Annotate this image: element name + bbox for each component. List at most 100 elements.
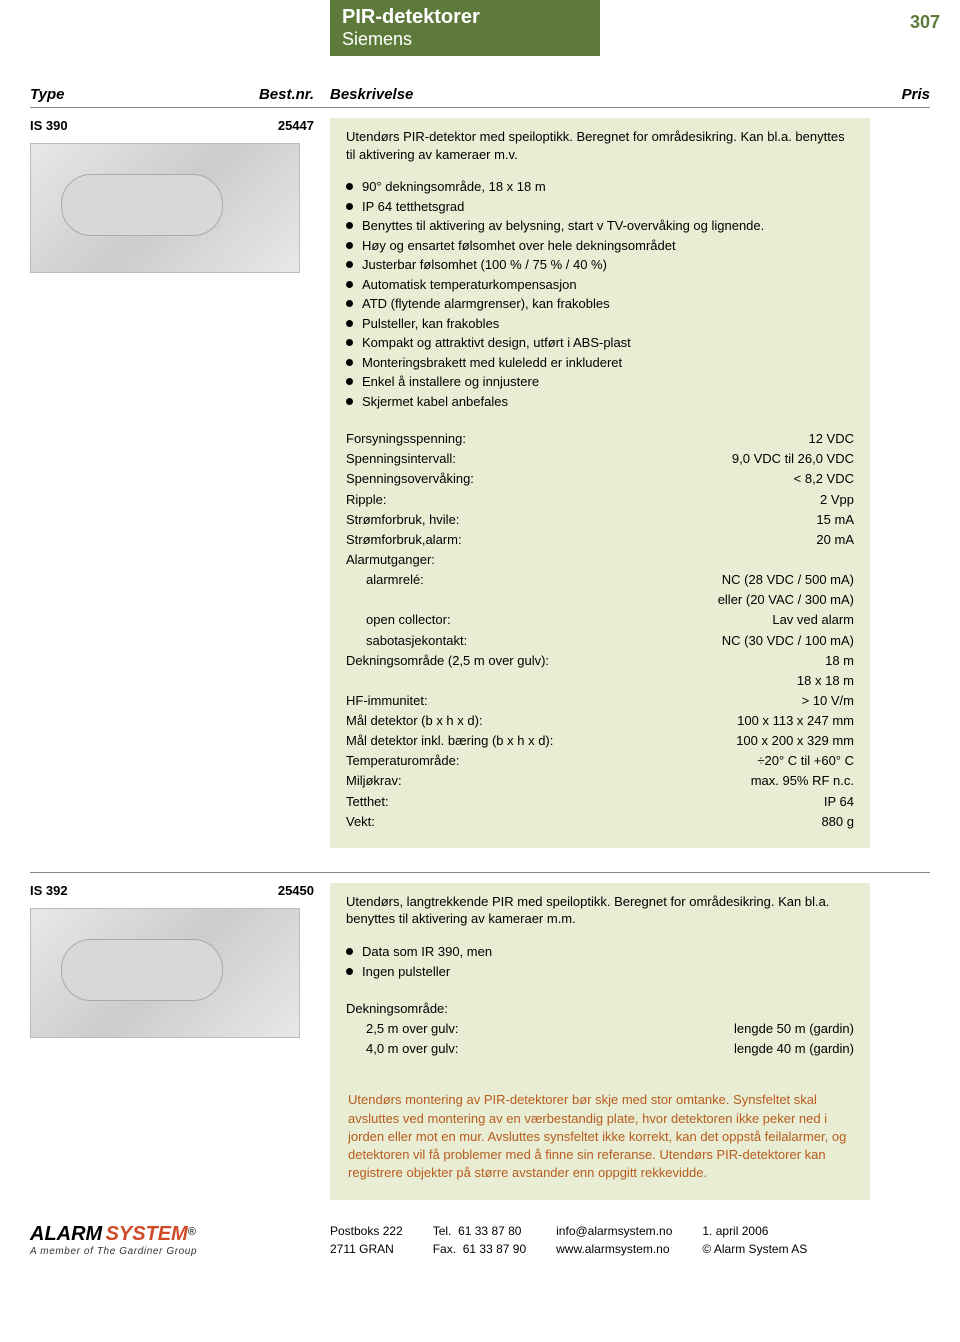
col-type: Type: [30, 86, 200, 103]
spec-row: Mål detektor inkl. bæring (b x h x d):10…: [346, 731, 854, 751]
spec-value: < 8,2 VDC: [794, 469, 854, 489]
spec-label: 2,5 m over gulv:: [346, 1019, 734, 1039]
logo-tagline: A member of The Gardiner Group: [30, 1246, 330, 1257]
spec-label: Forsyningsspenning:: [346, 429, 808, 449]
spec-label: Temperaturområde:: [346, 751, 757, 771]
spec-row: 2,5 m over gulv:lengde 50 m (gardin): [346, 1019, 854, 1039]
bullet-list: Data som IR 390, menIngen pulsteller: [346, 942, 854, 981]
footer-phone: Tel. 61 33 87 80 Fax. 61 33 87 90: [433, 1222, 526, 1258]
product-intro: Utendørs PIR-detektor med speiloptikk. B…: [346, 128, 854, 163]
spec-label: sabotasjekontakt:: [346, 631, 722, 651]
spec-value: NC (30 VDC / 100 mA): [722, 631, 854, 651]
bullet-item: Monteringsbrakett med kuleledd er inklud…: [346, 353, 854, 373]
logo-text-2: SYSTEM: [106, 1223, 188, 1245]
spec-row: open collector:Lav ved alarm: [346, 610, 854, 630]
spec-value: 100 x 113 x 247 mm: [737, 711, 854, 731]
bullet-item: Enkel å installere og innjustere: [346, 372, 854, 392]
logo-text-1: ALARM: [30, 1223, 102, 1245]
spec-label: Mål detektor (b x h x d):: [346, 711, 737, 731]
spec-label: Dekningsområde:: [346, 999, 854, 1019]
bullet-item: Benyttes til aktivering av belysning, st…: [346, 216, 854, 236]
spec-row: Dekningsområde (2,5 m over gulv):18 m: [346, 651, 854, 671]
spec-label: Spenningsintervall:: [346, 449, 732, 469]
bullet-item: Høy og ensartet følsomhet over hele dekn…: [346, 236, 854, 256]
spec-label: HF-immunitet:: [346, 691, 802, 711]
spec-row: eller (20 VAC / 300 mA): [346, 590, 854, 610]
spec-label: Ripple:: [346, 490, 820, 510]
product-description: Utendørs, langtrekkende PIR med speilopt…: [330, 883, 870, 1200]
logo-block: ALARM SYSTEM® A member of The Gardiner G…: [30, 1223, 330, 1257]
spec-row: Strømforbruk,alarm:20 mA: [346, 530, 854, 550]
bullet-item: Kompakt og attraktivt design, utført i A…: [346, 333, 854, 353]
spec-row: Vekt:880 g: [346, 812, 854, 832]
spec-label: Dekningsområde (2,5 m over gulv):: [346, 651, 825, 671]
spec-value: > 10 V/m: [802, 691, 854, 711]
spec-row: Strømforbruk, hvile:15 mA: [346, 510, 854, 530]
col-beskrivelse: Beskrivelse: [330, 86, 870, 103]
col-bestnr: Best.nr.: [200, 86, 330, 103]
product-type: IS 392: [30, 883, 200, 898]
spec-label: 4,0 m over gulv:: [346, 1039, 734, 1059]
footer-meta: 1. april 2006 © Alarm System AS: [702, 1222, 807, 1258]
bullet-item: Pulsteller, kan frakobles: [346, 314, 854, 334]
spec-label: Spenningsovervåking:: [346, 469, 794, 489]
bullet-item: Skjermet kabel anbefales: [346, 392, 854, 412]
spec-value: 15 mA: [816, 510, 854, 530]
spec-value: IP 64: [824, 792, 854, 812]
product-type: IS 390: [30, 118, 200, 133]
product-intro: Utendørs, langtrekkende PIR med speilopt…: [346, 893, 854, 928]
product-description: Utendørs PIR-detektor med speiloptikk. B…: [330, 118, 870, 848]
category-title: PIR-detektorer: [342, 6, 588, 29]
warning-note: Utendørs montering av PIR-detektorer bør…: [346, 1089, 854, 1184]
spec-value: 9,0 VDC til 26,0 VDC: [732, 449, 854, 469]
spec-label: open collector:: [346, 610, 772, 630]
spec-value: NC (28 VDC / 500 mA): [722, 570, 854, 590]
spec-value: 18 x 18 m: [797, 671, 854, 691]
spec-row: Temperaturområde:÷20° C til +60° C: [346, 751, 854, 771]
spec-value: ÷20° C til +60° C: [757, 751, 854, 771]
separator: [30, 872, 930, 873]
bullet-item: IP 64 tetthetsgrad: [346, 197, 854, 217]
spec-label: Strømforbruk, hvile:: [346, 510, 816, 530]
spec-row: Spenningsintervall:9,0 VDC til 26,0 VDC: [346, 449, 854, 469]
spec-row: Dekningsområde:: [346, 999, 854, 1019]
product-row: IS 392 25450 Utendørs, langtrekkende PIR…: [30, 877, 930, 1200]
spec-value: eller (20 VAC / 300 mA): [718, 590, 854, 610]
spec-label: Mål detektor inkl. bæring (b x h x d):: [346, 731, 736, 751]
spec-label: Miljøkrav:: [346, 771, 751, 791]
spec-value: 100 x 200 x 329 mm: [736, 731, 854, 751]
category-subtitle: Siemens: [342, 29, 588, 50]
product-image: [30, 143, 300, 273]
spec-value: lengde 40 m (gardin): [734, 1039, 854, 1059]
bullet-item: Justerbar følsomhet (100 % / 75 % / 40 %…: [346, 255, 854, 275]
footer-address: Postboks 222 2711 GRAN: [330, 1222, 403, 1258]
bullet-item: Ingen pulsteller: [346, 962, 854, 982]
spec-row: Alarmutganger:: [346, 550, 854, 570]
spec-row: HF-immunitet:> 10 V/m: [346, 691, 854, 711]
spec-row: Forsyningsspenning:12 VDC: [346, 429, 854, 449]
bullet-item: Data som IR 390, men: [346, 942, 854, 962]
bullet-item: 90° dekningsområde, 18 x 18 m: [346, 177, 854, 197]
spec-row: Mål detektor (b x h x d):100 x 113 x 247…: [346, 711, 854, 731]
page-footer: ALARM SYSTEM® A member of The Gardiner G…: [0, 1200, 960, 1276]
bullet-item: Automatisk temperaturkompensasjon: [346, 275, 854, 295]
spec-row: Tetthet:IP 64: [346, 792, 854, 812]
spec-value: 880 g: [821, 812, 854, 832]
spec-value: Lav ved alarm: [772, 610, 854, 630]
spec-label: Tetthet:: [346, 792, 824, 812]
bullet-item: ATD (flytende alarmgrenser), kan frakobl…: [346, 294, 854, 314]
spec-label: [346, 590, 718, 610]
product-row: IS 390 25447 Utendørs PIR-detektor med s…: [30, 112, 930, 848]
logo-reg: ®: [188, 1226, 196, 1238]
spec-row: Spenningsovervåking:< 8,2 VDC: [346, 469, 854, 489]
spec-value: max. 95% RF n.c.: [751, 771, 854, 791]
spec-value: 20 mA: [816, 530, 854, 550]
spec-value: 18 m: [825, 651, 854, 671]
spec-row: 18 x 18 m: [346, 671, 854, 691]
spec-label: Vekt:: [346, 812, 821, 832]
product-price: [870, 118, 930, 848]
page-number: 307: [910, 12, 940, 33]
spec-label: Alarmutganger:: [346, 550, 854, 570]
col-pris: Pris: [870, 86, 930, 103]
spec-row: Miljøkrav:max. 95% RF n.c.: [346, 771, 854, 791]
